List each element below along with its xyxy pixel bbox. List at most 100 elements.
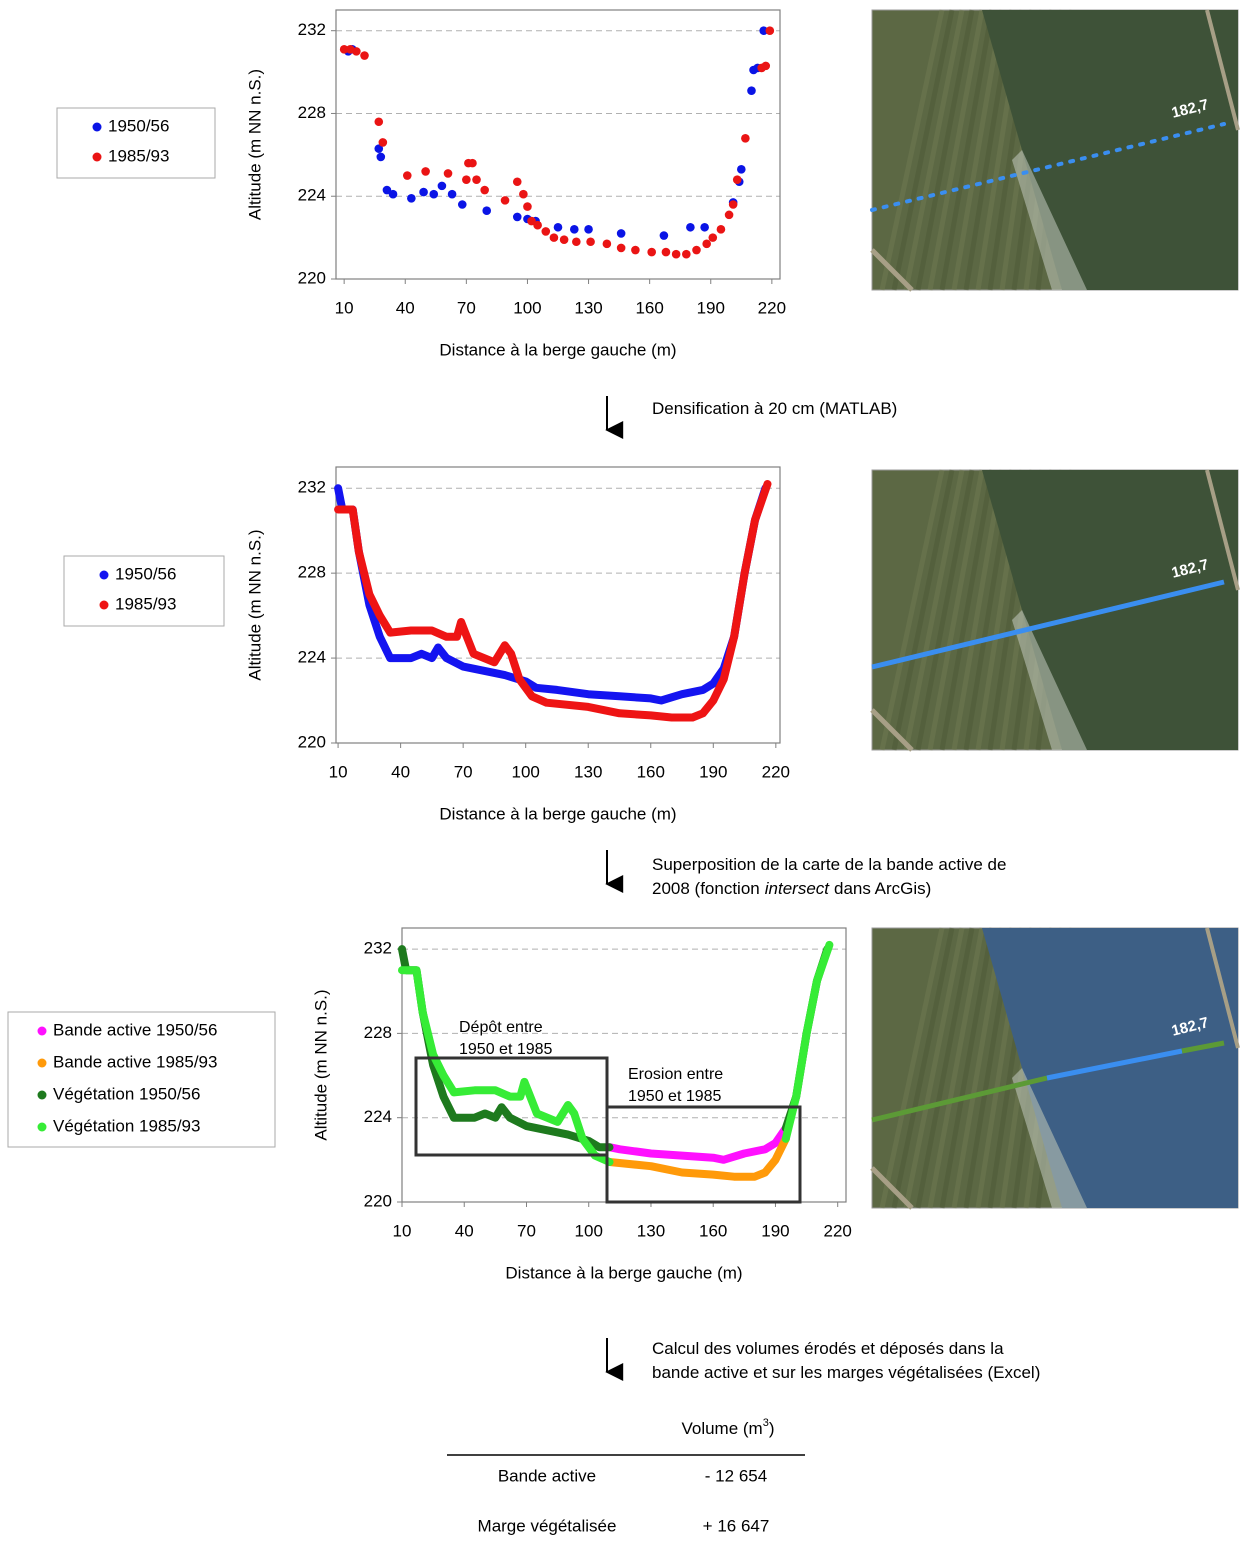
road bbox=[1205, 9, 1240, 131]
y-tick-label: 220 bbox=[298, 732, 326, 751]
vegetation-texture bbox=[915, 469, 975, 751]
scatter-point bbox=[692, 245, 701, 255]
vegetation-texture bbox=[903, 469, 965, 751]
legend-label: Bande active 1950/56 bbox=[53, 1020, 217, 1039]
scatter-point bbox=[519, 189, 528, 199]
header-text: Volume (m bbox=[681, 1419, 762, 1438]
legend-marker bbox=[37, 1090, 47, 1100]
y-tick-label: 224 bbox=[364, 1107, 392, 1126]
scatter-point bbox=[765, 26, 775, 35]
legend-label: Végétation 1985/93 bbox=[53, 1116, 200, 1135]
scatter-point bbox=[421, 167, 430, 176]
step-text: 2008 (fonction intersect dans ArcGis) bbox=[652, 879, 931, 898]
x-tick-label: 160 bbox=[699, 1221, 727, 1240]
table-cell: - 12 654 bbox=[705, 1466, 767, 1485]
scatter-point bbox=[553, 222, 563, 232]
y-tick-label: 224 bbox=[298, 648, 326, 667]
scatter-point bbox=[747, 86, 756, 95]
scatter-point bbox=[429, 189, 439, 199]
vegetation-texture bbox=[939, 927, 995, 1209]
legend-marker bbox=[99, 600, 109, 610]
x-tick-label: 130 bbox=[637, 1221, 665, 1240]
y-tick-label: 232 bbox=[364, 939, 392, 958]
scatter-point bbox=[732, 175, 742, 184]
scatter-point bbox=[378, 138, 388, 147]
vegetation-texture bbox=[879, 9, 945, 291]
legend-marker bbox=[37, 1122, 47, 1132]
y-tick-label: 224 bbox=[298, 186, 326, 205]
scatter-point bbox=[447, 189, 457, 199]
x-axis-title: Distance à la berge gauche (m) bbox=[439, 804, 676, 823]
x-tick-label: 190 bbox=[761, 1221, 789, 1240]
scatter-point bbox=[360, 51, 369, 60]
table-row-label: Bande active bbox=[498, 1466, 596, 1485]
scatter-point bbox=[374, 117, 384, 127]
scatter-point bbox=[572, 237, 581, 247]
scatter-point bbox=[388, 189, 398, 199]
legend-marker bbox=[99, 570, 109, 580]
table-cell: + 16 647 bbox=[703, 1516, 770, 1535]
x-tick-label: 100 bbox=[513, 298, 541, 317]
y-tick-label: 220 bbox=[298, 268, 326, 287]
aerial-photo: 182,7 bbox=[870, 9, 1240, 292]
scatter-point bbox=[437, 181, 447, 191]
x-tick-label: 10 bbox=[393, 1221, 412, 1240]
road bbox=[870, 708, 914, 752]
annotation-box bbox=[605, 1105, 802, 1204]
legend-box bbox=[63, 555, 225, 627]
scatter-point bbox=[541, 227, 551, 236]
x-tick-label: 40 bbox=[391, 762, 410, 781]
vegetation-texture bbox=[951, 9, 1005, 291]
y-tick-label: 232 bbox=[298, 478, 326, 497]
x-tick-label: 40 bbox=[396, 298, 415, 317]
transect bbox=[870, 122, 1226, 212]
vegetation-texture bbox=[915, 9, 975, 291]
scatter-point bbox=[671, 249, 681, 259]
x-tick-label: 190 bbox=[697, 298, 725, 317]
series-line bbox=[605, 1124, 790, 1164]
scatter-point bbox=[702, 239, 711, 249]
scatter-point bbox=[686, 222, 695, 232]
scatter-point bbox=[468, 158, 477, 168]
scatter-point bbox=[682, 249, 691, 259]
step-text-part: dans ArcGis) bbox=[834, 879, 931, 898]
scatter-point bbox=[482, 206, 492, 216]
scatter-point bbox=[339, 45, 349, 54]
river-bank bbox=[1012, 150, 1087, 290]
scatter-point bbox=[512, 212, 522, 222]
series-line bbox=[398, 940, 834, 1166]
transect bbox=[871, 579, 1225, 670]
legend-label: 1950/56 bbox=[115, 564, 176, 583]
vegetation-texture bbox=[891, 9, 955, 291]
scatter-point bbox=[728, 200, 738, 209]
header-close: ) bbox=[769, 1419, 775, 1438]
scatter-point bbox=[586, 237, 595, 247]
scatter-point bbox=[700, 222, 709, 232]
scatter-point bbox=[602, 239, 612, 249]
scatter-point bbox=[376, 152, 386, 162]
legend-label: 1985/93 bbox=[115, 594, 176, 613]
y-tick-label: 228 bbox=[298, 563, 326, 582]
scatter-point bbox=[716, 225, 726, 234]
road bbox=[1205, 469, 1240, 591]
step-text-part: 2008 (fonction bbox=[652, 879, 760, 898]
y-tick-label: 220 bbox=[364, 1191, 392, 1210]
scatter-point bbox=[631, 245, 640, 255]
annotation: 1950 et 1985 bbox=[628, 1088, 722, 1105]
vegetation-texture bbox=[951, 469, 1005, 751]
river-bank bbox=[1012, 610, 1087, 750]
scatter-point bbox=[457, 200, 467, 209]
step-text: Densification à 20 cm (MATLAB) bbox=[652, 399, 897, 418]
scatter-point bbox=[402, 171, 412, 180]
scatter-point bbox=[661, 247, 671, 257]
legend-label: Bande active 1985/93 bbox=[53, 1052, 217, 1071]
x-tick-label: 190 bbox=[699, 762, 727, 781]
vegetation-texture bbox=[915, 927, 975, 1209]
legend-marker bbox=[92, 152, 102, 162]
annotation: Erosion entre bbox=[628, 1066, 723, 1083]
scatter-point bbox=[741, 133, 750, 143]
scatter-point bbox=[480, 185, 489, 195]
plot-frame bbox=[335, 9, 781, 280]
table-header: Volume (m3) bbox=[681, 1417, 774, 1439]
